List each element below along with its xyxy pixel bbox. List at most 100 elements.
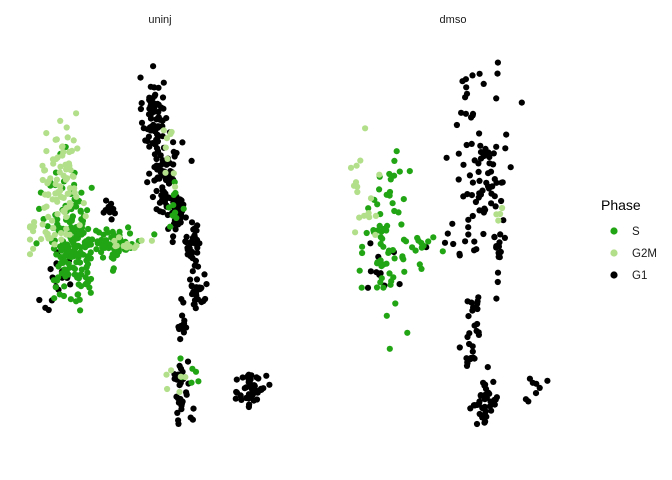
point-uninj-g1 (248, 372, 255, 379)
point-uninj-g2m (52, 190, 59, 197)
point-dmso-g1 (497, 248, 504, 255)
point-dmso-g1 (536, 384, 543, 391)
point-uninj-s (89, 236, 96, 243)
point-uninj-g1 (188, 157, 195, 164)
point-uninj-g1 (175, 221, 182, 228)
point-uninj-s (77, 307, 84, 314)
point-dmso-g1 (469, 307, 476, 314)
point-uninj-s (108, 254, 115, 261)
point-uninj-g1 (175, 417, 182, 424)
point-dmso-g1 (466, 172, 473, 179)
point-dmso-s (386, 345, 393, 352)
point-uninj-g1 (169, 238, 176, 246)
point-uninj-s (71, 271, 78, 278)
point-dmso-g1 (473, 327, 480, 335)
point-uninj-g1 (47, 266, 54, 273)
point-uninj-g1 (190, 288, 197, 295)
point-dmso-g1 (456, 344, 463, 351)
point-uninj-g1 (250, 397, 257, 404)
point-dmso-g1 (471, 238, 478, 245)
point-uninj-g1 (263, 372, 270, 379)
point-dmso-s (383, 312, 390, 319)
point-uninj-g1 (138, 100, 145, 107)
point-dmso-g1 (526, 375, 534, 382)
point-uninj-g2m (164, 155, 171, 162)
point-dmso-g1 (450, 240, 457, 248)
point-dmso-g1 (544, 377, 551, 384)
point-dmso-g1 (466, 330, 473, 337)
point-dmso-g1 (472, 198, 479, 206)
point-dmso-g1 (477, 149, 485, 156)
point-uninj-g1 (147, 115, 155, 122)
point-uninj-g2m (64, 134, 71, 141)
point-dmso-s (359, 243, 366, 250)
point-uninj-s (100, 231, 107, 238)
point-uninj-g2m (64, 175, 71, 182)
point-uninj-s (73, 259, 80, 266)
point-dmso-g1 (494, 278, 501, 286)
point-dmso-g2m (352, 229, 359, 236)
point-uninj-g2m (70, 137, 77, 144)
point-dmso-g1 (364, 284, 372, 291)
point-uninj-s (74, 291, 81, 298)
point-uninj-s (83, 263, 90, 271)
point-uninj-g1 (232, 395, 239, 402)
point-uninj-g1 (164, 211, 171, 219)
point-dmso-g2m (352, 179, 360, 186)
point-dmso-g1 (493, 243, 500, 250)
point-uninj-s (93, 246, 100, 253)
point-dmso-s (391, 172, 398, 179)
point-uninj-g1 (155, 114, 162, 121)
point-dmso-s (386, 270, 393, 277)
point-uninj-g2m (53, 136, 60, 143)
point-uninj-s (172, 189, 179, 197)
point-uninj-g1 (67, 281, 74, 288)
point-uninj-g1 (159, 94, 167, 101)
point-dmso-g1 (490, 150, 497, 157)
point-uninj-g2m (57, 183, 64, 190)
point-dmso-s (389, 200, 396, 207)
point-uninj-s (68, 224, 75, 231)
point-uninj-g2m (54, 211, 61, 218)
point-uninj-g1 (176, 362, 183, 369)
point-uninj-g1 (163, 115, 170, 122)
point-uninj-s (93, 227, 100, 234)
point-dmso-g1 (480, 230, 487, 238)
point-uninj-g2m (49, 156, 57, 163)
point-uninj-s (68, 254, 75, 261)
point-uninj-s (55, 274, 62, 281)
point-dmso-s (395, 209, 402, 216)
point-dmso-g1 (500, 217, 507, 224)
point-uninj-g1 (233, 376, 240, 383)
point-uninj-s (116, 228, 123, 235)
point-dmso-g1 (482, 381, 489, 388)
point-uninj-g2m (39, 162, 46, 169)
point-uninj-s (67, 296, 74, 303)
point-uninj-g2m (45, 178, 52, 185)
point-uninj-g2m (74, 145, 81, 152)
point-uninj-g1 (188, 219, 196, 226)
point-uninj-g1 (200, 297, 207, 305)
point-dmso-g1 (507, 164, 514, 171)
point-dmso-g2m (361, 212, 368, 219)
point-uninj-s (63, 268, 70, 275)
point-dmso-g2m (347, 164, 355, 171)
point-dmso-g1 (464, 359, 471, 366)
point-uninj-g1 (185, 251, 192, 258)
point-uninj-g1 (45, 306, 52, 314)
point-dmso-g1 (494, 70, 501, 77)
point-dmso-g1 (471, 247, 478, 254)
point-uninj-g1 (186, 246, 193, 253)
point-uninj-s (54, 216, 61, 223)
point-uninj-g1 (155, 133, 162, 140)
point-uninj-s (84, 207, 91, 214)
point-dmso-g1 (497, 231, 504, 238)
point-dmso-s (378, 263, 385, 270)
point-uninj-g2m (49, 217, 56, 224)
point-dmso-g1 (455, 150, 462, 157)
point-uninj-g1 (251, 383, 258, 390)
point-dmso-g1 (476, 177, 483, 184)
point-uninj-g1 (245, 403, 252, 411)
point-uninj-s (98, 249, 105, 256)
point-dmso-g1 (469, 348, 476, 355)
